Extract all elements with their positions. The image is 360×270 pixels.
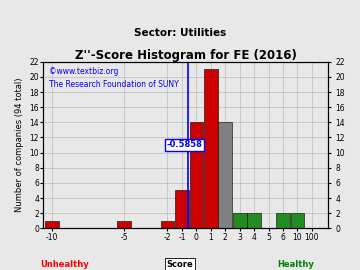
Text: The Research Foundation of SUNY: The Research Foundation of SUNY xyxy=(49,80,179,89)
Bar xyxy=(45,221,59,228)
Text: Unhealthy: Unhealthy xyxy=(40,260,89,269)
Bar xyxy=(175,190,189,228)
Title: Z''-Score Histogram for FE (2016): Z''-Score Histogram for FE (2016) xyxy=(75,49,297,62)
Text: -0.5858: -0.5858 xyxy=(166,140,202,149)
Bar xyxy=(247,213,261,228)
Y-axis label: Number of companies (94 total): Number of companies (94 total) xyxy=(15,78,24,212)
Bar xyxy=(204,69,218,228)
Text: Sector: Utilities: Sector: Utilities xyxy=(134,28,226,38)
Text: Healthy: Healthy xyxy=(277,260,314,269)
Bar xyxy=(189,122,203,228)
Text: Score: Score xyxy=(167,260,193,269)
Bar xyxy=(291,213,304,228)
Bar xyxy=(161,221,174,228)
Text: ©www.textbiz.org: ©www.textbiz.org xyxy=(49,67,118,76)
Bar xyxy=(117,221,131,228)
Bar xyxy=(219,122,232,228)
Bar xyxy=(276,213,290,228)
Bar xyxy=(233,213,247,228)
